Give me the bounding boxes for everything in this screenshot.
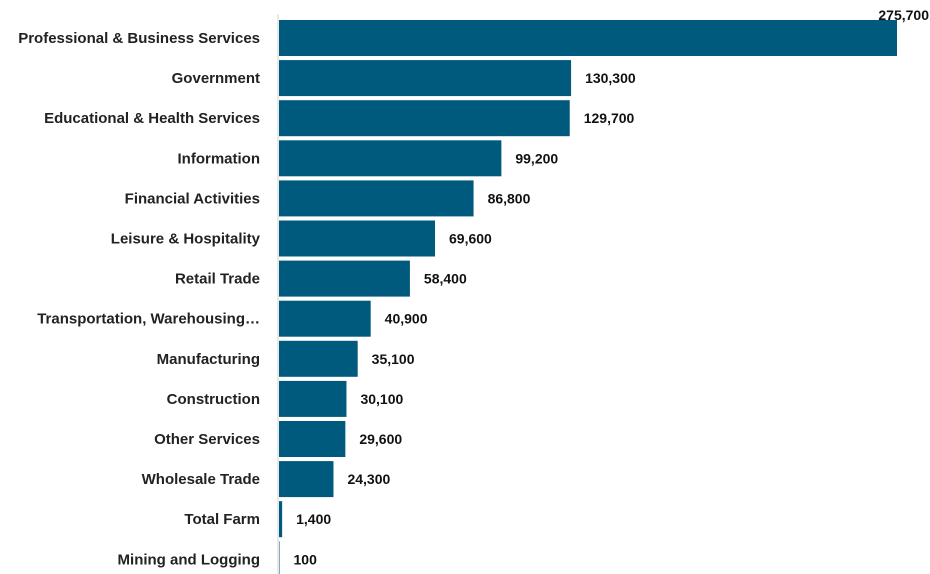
bar [279, 140, 502, 177]
category-label: Information [178, 150, 261, 167]
value-label: 130,300 [585, 70, 636, 86]
value-label: 275,700 [878, 7, 929, 23]
bars-group [279, 20, 897, 574]
value-label: 69,600 [449, 231, 492, 247]
value-label: 100 [294, 551, 318, 567]
bar [279, 461, 334, 498]
bar [279, 380, 347, 417]
bar [279, 220, 436, 257]
bar [279, 541, 280, 574]
category-label: Construction [167, 391, 260, 408]
category-label: Educational & Health Services [44, 110, 260, 127]
value-label: 1,400 [296, 511, 331, 527]
value-label: 29,600 [359, 431, 402, 447]
category-label: Government [172, 70, 260, 87]
category-label: Leisure & Hospitality [111, 231, 261, 248]
bar [279, 180, 474, 217]
bar [279, 60, 572, 97]
bar [279, 421, 346, 457]
value-labels-group: 275,700 130,300 129,700 99,200 86,800 69,600 5… [294, 7, 930, 567]
category-label: Mining and Logging [118, 551, 260, 568]
bar [279, 20, 897, 56]
category-label: Wholesale Trade [142, 471, 260, 488]
category-label: Other Services [154, 431, 260, 448]
bar [279, 260, 410, 297]
value-label: 35,100 [372, 351, 415, 367]
value-label: 24,300 [347, 471, 390, 487]
category-labels-group: Professional & Business Services Governme… [18, 30, 260, 568]
category-label: Transportation, Warehousing… [37, 311, 260, 328]
bar [279, 501, 283, 538]
category-label: Manufacturing [157, 351, 260, 368]
value-label: 99,200 [515, 150, 558, 166]
category-label: Retail Trade [175, 271, 260, 288]
value-label: 30,100 [360, 391, 403, 407]
value-label: 58,400 [424, 271, 467, 287]
category-label: Professional & Business Services [18, 30, 260, 47]
category-label: Total Farm [184, 511, 260, 528]
bar [279, 300, 371, 337]
bar [279, 340, 358, 377]
bar [279, 100, 570, 137]
value-label: 40,900 [385, 311, 428, 327]
value-label: 86,800 [488, 190, 531, 206]
category-label: Financial Activities [125, 190, 260, 207]
value-label: 129,700 [584, 110, 635, 126]
